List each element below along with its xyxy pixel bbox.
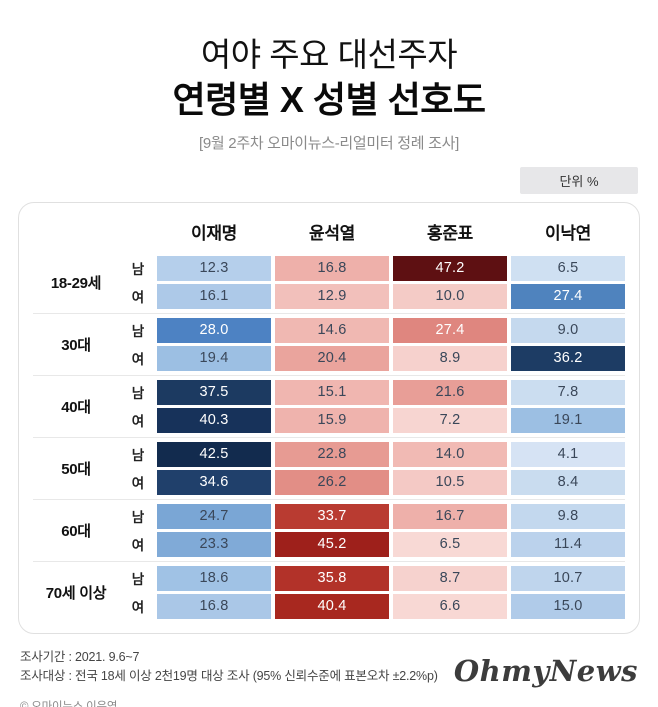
age-group-label: 30대 bbox=[61, 336, 91, 354]
value-cell: 36.2 bbox=[511, 345, 625, 371]
page-title-line1: 여야 주요 대선주자 bbox=[200, 36, 458, 73]
candidate-header: 이낙연 bbox=[544, 223, 592, 243]
gender-label: 남 bbox=[131, 386, 145, 402]
value-cell: 11.4 bbox=[511, 531, 625, 557]
value-cell: 35.8 bbox=[275, 565, 389, 591]
value-cell: 16.7 bbox=[393, 503, 507, 529]
age-group-row: 40대 남 37.5 15.1 21.6 7.8 여 40.3 15.9 7.2 19.1 bbox=[33, 374, 625, 437]
chart-card: 이재명 윤석열 홍준표 이낙연 18-29세 남 12.3 16.8 47.2 6.5 여 16.1 1… bbox=[18, 201, 640, 634]
value-cell: 16.1 bbox=[157, 283, 271, 309]
gender-label: 남 bbox=[131, 448, 145, 464]
value-cell: 12.3 bbox=[157, 255, 271, 281]
value-cell: 15.1 bbox=[275, 379, 389, 405]
value-cell: 10.0 bbox=[393, 283, 507, 309]
value-cell: 7.8 bbox=[511, 379, 625, 405]
value-cell: 19.1 bbox=[511, 407, 625, 433]
gender-label: 여 bbox=[131, 476, 145, 492]
survey-notes: 조사기간 : 2021. 9.6~7 조사대상 : 전국 18세 이상 2천19… bbox=[20, 648, 438, 687]
age-group-label: 18-29세 bbox=[50, 274, 102, 292]
age-group-row: 60대 남 24.7 33.7 16.7 9.8 여 23.3 45.2 6.5 11.4 bbox=[33, 498, 625, 561]
age-group-row: 30대 남 28.0 14.6 27.4 9.0 여 19.4 20.4 8.9 36.2 bbox=[33, 312, 625, 375]
age-group-row: 70세 이상 남 18.6 35.8 8.7 10.7 여 16.8 40.4 6.6 15.0 bbox=[33, 560, 625, 623]
value-cell: 22.8 bbox=[275, 441, 389, 467]
age-group-row: 18-29세 남 12.3 16.8 47.2 6.5 여 16.1 12.9 10.0 27.4 bbox=[33, 252, 625, 313]
age-group-label: 70세 이상 bbox=[45, 584, 107, 602]
value-cell: 14.6 bbox=[275, 317, 389, 343]
value-cell: 16.8 bbox=[157, 593, 271, 619]
value-cell: 6.5 bbox=[393, 531, 507, 557]
value-cell: 28.0 bbox=[157, 317, 271, 343]
value-cell: 4.1 bbox=[511, 441, 625, 467]
age-group-row: 50대 남 42.5 22.8 14.0 4.1 여 34.6 26.2 10.5 8.4 bbox=[33, 436, 625, 499]
gender-label: 남 bbox=[131, 510, 145, 526]
value-cell: 21.6 bbox=[393, 379, 507, 405]
value-cell: 20.4 bbox=[275, 345, 389, 371]
value-cell: 23.3 bbox=[157, 531, 271, 557]
value-cell: 9.0 bbox=[511, 317, 625, 343]
value-cell: 8.7 bbox=[393, 565, 507, 591]
page-title-line2: 연령별 X 성별 선호도 bbox=[172, 78, 486, 120]
copyright-note: © 오마이뉴스 이은영 bbox=[20, 700, 118, 707]
value-cell: 6.6 bbox=[393, 593, 507, 619]
survey-subtitle: [9월 2주차 오마이뉴스-리얼미터 정례 조사] bbox=[199, 134, 459, 152]
footer: 조사기간 : 2021. 9.6~7 조사대상 : 전국 18세 이상 2천19… bbox=[20, 648, 638, 688]
value-cell: 24.7 bbox=[157, 503, 271, 529]
candidate-header: 이재명 bbox=[190, 223, 238, 243]
preference-table: 이재명 윤석열 홍준표 이낙연 18-29세 남 12.3 16.8 47.2 6.5 여 16.1 1… bbox=[33, 215, 625, 623]
age-group-label: 50대 bbox=[61, 460, 91, 478]
survey-sample-note: 조사대상 : 전국 18세 이상 2천19명 대상 조사 (95% 신뢰수준에 … bbox=[20, 669, 438, 684]
value-cell: 47.2 bbox=[393, 255, 507, 281]
value-cell: 26.2 bbox=[275, 469, 389, 495]
value-cell: 18.6 bbox=[157, 565, 271, 591]
value-cell: 12.9 bbox=[275, 283, 389, 309]
unit-badge-row: 단위 % bbox=[0, 166, 638, 194]
value-cell: 33.7 bbox=[275, 503, 389, 529]
value-cell: 42.5 bbox=[157, 441, 271, 467]
value-cell: 7.2 bbox=[393, 407, 507, 433]
gender-label: 여 bbox=[131, 352, 145, 368]
value-cell: 15.9 bbox=[275, 407, 389, 433]
value-cell: 34.6 bbox=[157, 469, 271, 495]
value-cell: 10.5 bbox=[393, 469, 507, 495]
gender-label: 여 bbox=[131, 414, 145, 430]
gender-label: 여 bbox=[131, 600, 145, 616]
value-cell: 40.3 bbox=[157, 407, 271, 433]
value-cell: 15.0 bbox=[511, 593, 625, 619]
candidate-header: 홍준표 bbox=[426, 223, 474, 243]
value-cell: 8.4 bbox=[511, 469, 625, 495]
value-cell: 37.5 bbox=[157, 379, 271, 405]
age-group-label: 60대 bbox=[61, 522, 91, 540]
gender-label: 남 bbox=[131, 572, 145, 588]
value-cell: 10.7 bbox=[511, 565, 625, 591]
value-cell: 16.8 bbox=[275, 255, 389, 281]
table-header-row: 이재명 윤석열 홍준표 이낙연 bbox=[33, 215, 625, 252]
value-cell: 8.9 bbox=[393, 345, 507, 371]
unit-badge: 단위 % bbox=[520, 166, 638, 194]
value-cell: 27.4 bbox=[511, 283, 625, 309]
value-cell: 40.4 bbox=[275, 593, 389, 619]
age-group-label: 40대 bbox=[61, 398, 91, 416]
gender-label: 남 bbox=[131, 324, 145, 340]
value-cell: 14.0 bbox=[393, 441, 507, 467]
gender-label: 여 bbox=[131, 290, 145, 306]
value-cell: 9.8 bbox=[511, 503, 625, 529]
gender-label: 여 bbox=[131, 538, 145, 554]
value-cell: 6.5 bbox=[511, 255, 625, 281]
ohmynews-logo: OhmyNews bbox=[453, 653, 638, 688]
survey-period-note: 조사기간 : 2021. 9.6~7 bbox=[20, 649, 140, 664]
value-cell: 19.4 bbox=[157, 345, 271, 371]
candidate-header: 윤석열 bbox=[308, 223, 356, 243]
header: 여야 주요 대선주자 연령별 X 성별 선호도 [9월 2주차 오마이뉴스-리얼… bbox=[0, 0, 658, 153]
value-cell: 45.2 bbox=[275, 531, 389, 557]
value-cell: 27.4 bbox=[393, 317, 507, 343]
gender-label: 남 bbox=[131, 262, 145, 278]
